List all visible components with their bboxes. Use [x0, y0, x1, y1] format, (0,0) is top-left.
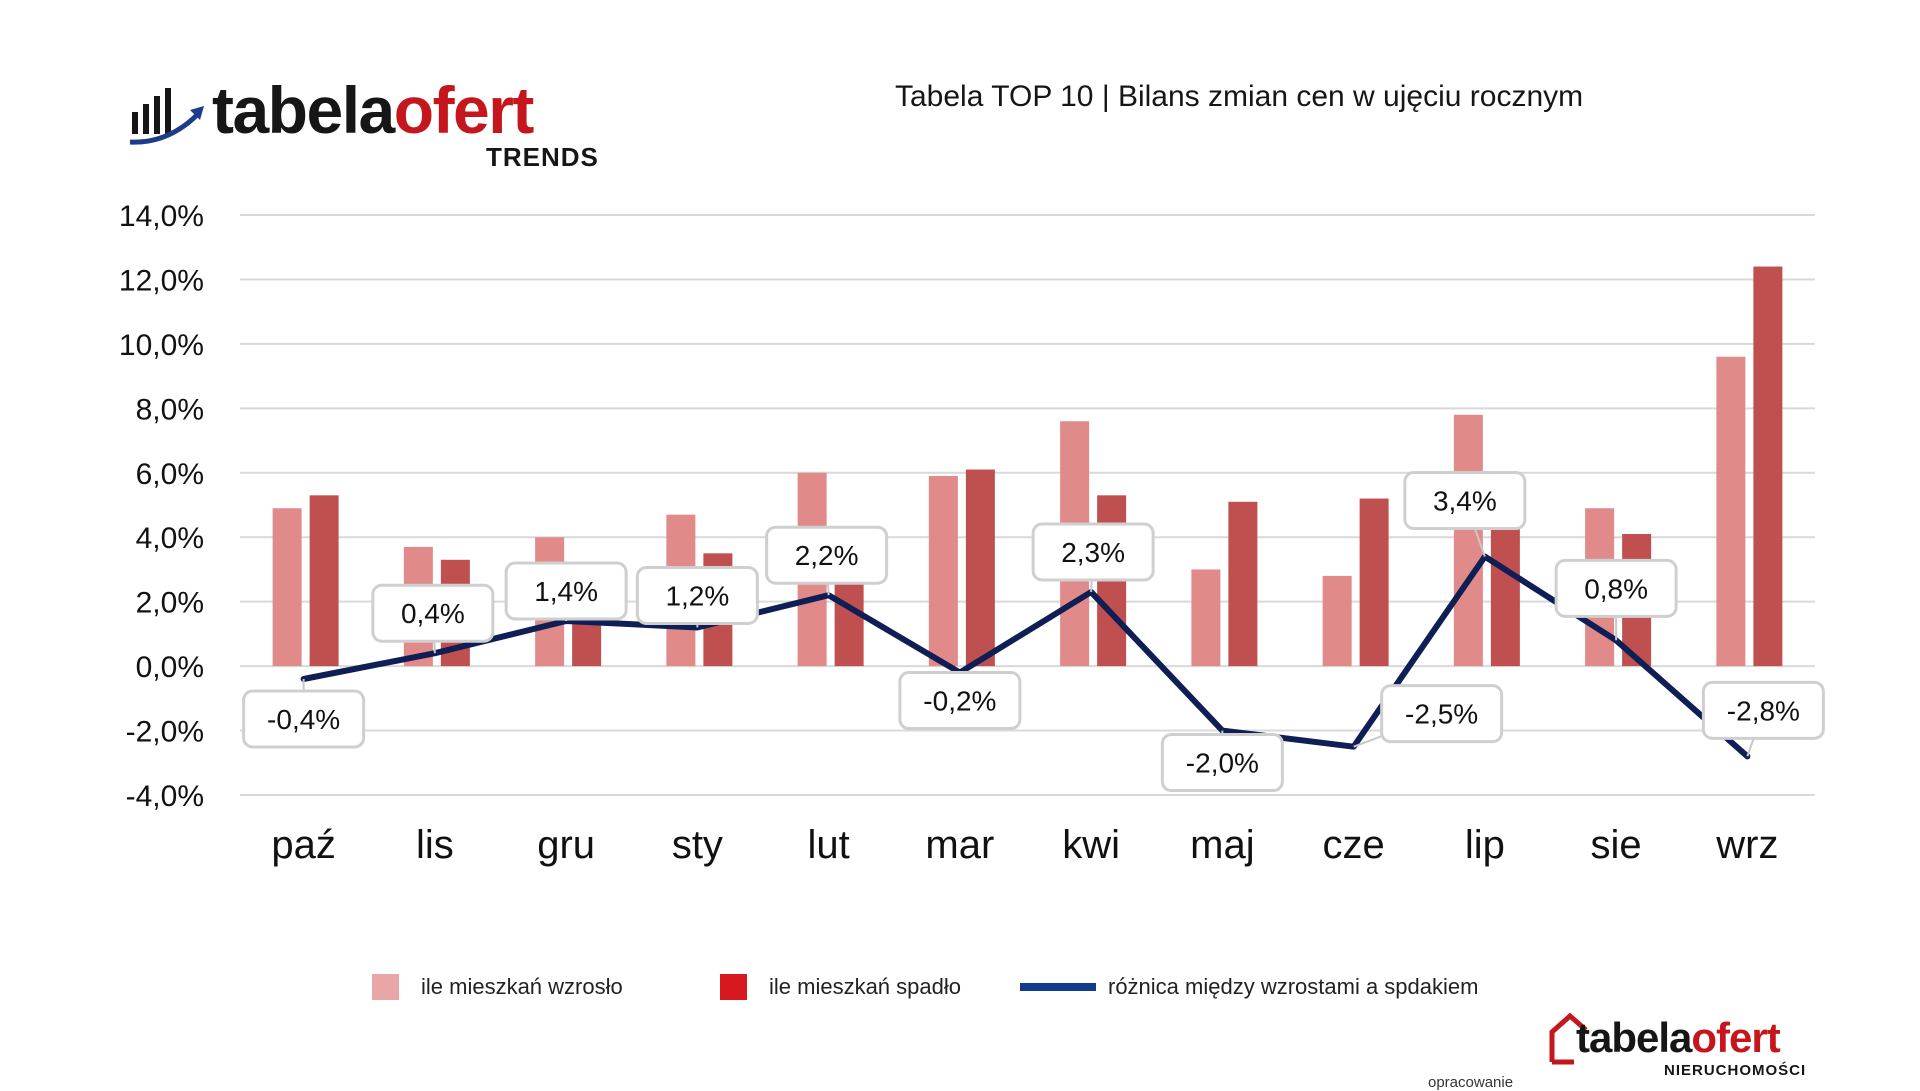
y-tick-label: 14,0%: [119, 200, 204, 233]
bar-increase: [1716, 357, 1745, 666]
legend-swatch-decrease: [720, 974, 747, 1000]
bar-increase: [1191, 569, 1220, 666]
gridlines: [240, 215, 1815, 795]
data-label: -0,4%: [244, 679, 364, 747]
bar-decrease: [310, 495, 339, 666]
bar-increase: [273, 508, 302, 666]
data-label-text: 2,2%: [795, 540, 859, 571]
data-label-text: 0,8%: [1584, 573, 1648, 604]
legend-label-increase: ile mieszkań wzrosło: [421, 974, 623, 1000]
y-axis-ticks: 14,0% 12,0% 10,0% 8,0% 6,0% 4,0% 2,0% 0,0% -2,0%…: [119, 200, 204, 813]
legend-item-decrease: ile mieszkań spadło: [720, 972, 961, 1002]
data-label-text: 2,3%: [1061, 537, 1125, 568]
data-label-text: 1,2%: [665, 580, 729, 611]
y-tick-label: 12,0%: [119, 264, 204, 297]
x-category-label: wrz: [1715, 823, 1778, 867]
bar-decrease: [966, 470, 995, 667]
legend-swatch-increase: [372, 974, 399, 1000]
x-category-label: lip: [1465, 823, 1505, 867]
x-category-label: lut: [808, 823, 850, 867]
bar-decrease: [1491, 524, 1520, 666]
data-label: -2,0%: [1162, 731, 1282, 791]
data-label-text: 0,4%: [401, 598, 465, 629]
legend-swatch-line: [1020, 983, 1096, 991]
legend-label-line: różnica między wzrostami a spdakiem: [1108, 974, 1478, 1000]
bar-increase: [1323, 576, 1352, 666]
data-label: 1,4%: [506, 563, 626, 621]
data-label: 1,2%: [637, 567, 757, 627]
y-tick-label: 6,0%: [136, 458, 204, 491]
footer-logo-word-red: ofert: [1691, 1014, 1779, 1061]
footer-logo-word-dark: tabela: [1576, 1014, 1691, 1061]
footer-logo: tabelaofert NIERUCHOMOŚCI: [1548, 1010, 1808, 1080]
data-label: -2,8%: [1703, 682, 1823, 756]
y-tick-label: 2,0%: [136, 587, 204, 620]
y-tick-label: 10,0%: [119, 329, 204, 362]
data-label-text: -2,8%: [1727, 695, 1800, 726]
x-axis-categories: paź lis gru sty lut mar kwi maj cze lip sie wrz: [271, 823, 1778, 867]
data-label: 0,8%: [1556, 560, 1676, 640]
y-tick-label: -2,0%: [126, 716, 204, 749]
y-tick-label: 8,0%: [136, 393, 204, 426]
data-label-text: -0,4%: [267, 704, 340, 735]
bar-increase: [929, 476, 958, 666]
x-category-label: cze: [1323, 823, 1385, 867]
x-category-label: maj: [1190, 823, 1254, 867]
bar-decrease: [1228, 502, 1257, 666]
data-label-text: -0,2%: [923, 686, 996, 717]
footer-logo-wordmark: tabelaofert: [1576, 1014, 1780, 1062]
data-label: -0,2%: [900, 673, 1020, 729]
data-label: 2,3%: [1033, 524, 1153, 592]
x-category-label: mar: [925, 823, 994, 867]
y-tick-label: -4,0%: [126, 780, 204, 813]
chart: 14,0% 12,0% 10,0% 8,0% 6,0% 4,0% 2,0% 0,0% -2,0%…: [0, 0, 1920, 960]
credit-text: opracowanie: [1428, 1074, 1513, 1091]
legend-item-increase: ile mieszkań wzrosło: [372, 972, 623, 1002]
bar-decrease: [1753, 267, 1782, 667]
data-label-text: 3,4%: [1433, 486, 1497, 517]
data-label-text: 1,4%: [534, 576, 598, 607]
bar-decrease: [1360, 499, 1389, 667]
x-category-label: paź: [271, 823, 336, 867]
x-category-label: sie: [1591, 823, 1642, 867]
y-tick-label: 4,0%: [136, 522, 204, 555]
data-label-text: -2,5%: [1405, 699, 1478, 730]
x-category-label: sty: [672, 823, 723, 867]
legend-label-decrease: ile mieszkań spadło: [769, 974, 961, 1000]
x-category-label: gru: [537, 823, 595, 867]
legend-item-line: różnica między wzrostami a spdakiem: [1020, 972, 1478, 1002]
data-label-text: -2,0%: [1186, 748, 1259, 779]
footer-logo-subtitle: NIERUCHOMOŚCI: [1664, 1062, 1806, 1079]
y-tick-label: 0,0%: [136, 651, 204, 684]
x-category-label: kwi: [1062, 823, 1120, 867]
x-category-label: lis: [416, 823, 454, 867]
